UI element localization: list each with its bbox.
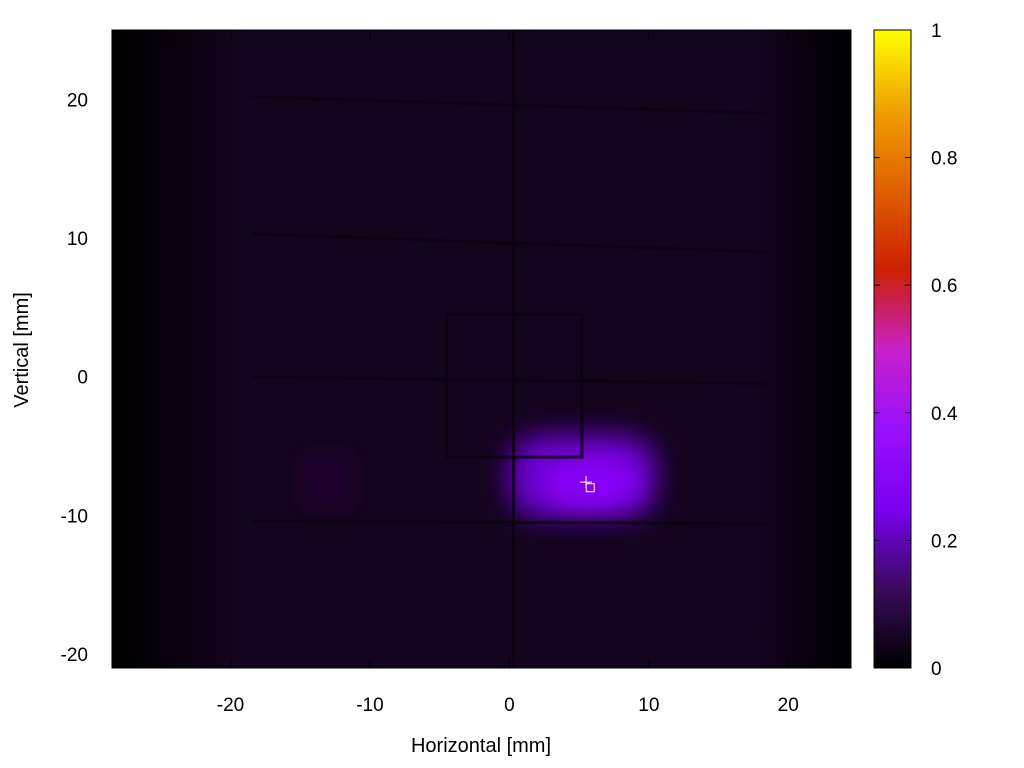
x-axis-label: Horizontal [mm] [411,735,551,757]
x-axis: -20 -10 0 10 20 [217,30,799,716]
colorbar-tick-label: 0.8 [931,149,957,170]
dark-edge-right [756,30,851,668]
x-tick-label: 20 [778,695,799,716]
colorbar: 0 0.2 0.4 0.6 0.8 1 [873,21,958,680]
plot-frame [111,29,852,669]
y-tick-label: 0 [77,368,88,389]
dark-edge-left [112,30,242,668]
colorbar-tick-label: 0.6 [931,276,957,297]
y-axis-label: Vertical [mm] [11,292,33,408]
x-tick-label: -20 [217,695,244,716]
y-axis: 20 10 0 -10 -20 [61,90,851,666]
y-tick-label: 20 [67,90,88,111]
colorbar-tick-label: 0.4 [931,404,958,425]
x-tick-label: 0 [504,695,515,716]
colorbar-bar [873,29,912,669]
plot-border [111,29,852,669]
colorbar-tick-label: 0 [931,659,942,680]
y-tick-label: -20 [61,645,88,666]
square-marker [585,483,595,493]
colorbar-tick-label: 1 [931,21,942,42]
y-tick-label: -10 [61,506,88,527]
colorbar-tick-label: 0.2 [931,531,957,552]
y-tick-label: 10 [67,229,88,250]
faint-spot [300,453,357,509]
x-tick-label: 10 [638,695,659,716]
x-tick-label: -10 [356,695,383,716]
plot-area [112,30,851,668]
grid-structure [251,30,768,668]
